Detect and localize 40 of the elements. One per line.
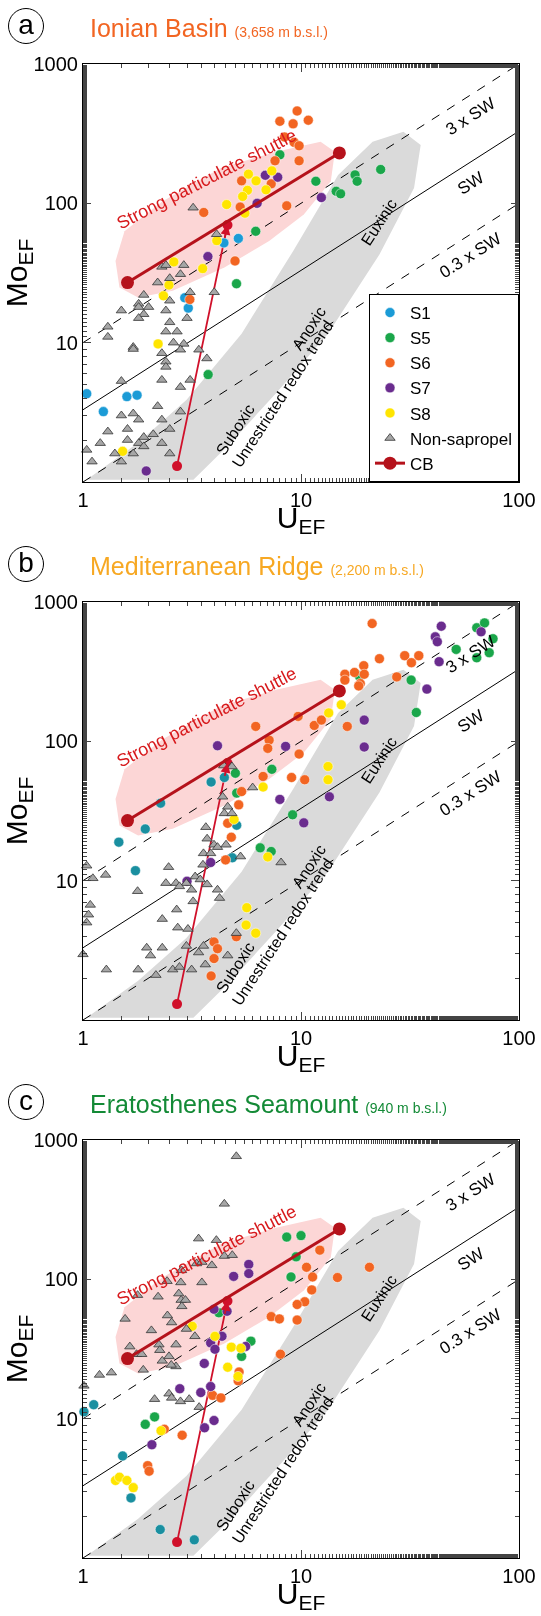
text: 3 x SW <box>442 1169 499 1216</box>
text: b <box>8 546 44 582</box>
legend-label: S5 <box>410 329 431 349</box>
y-tick-label: 100 <box>44 192 78 215</box>
legend-label: S6 <box>410 354 431 374</box>
y-tick-label: 100 <box>44 1268 78 1291</box>
x-tick-label: 100 <box>502 1565 536 1587</box>
y-tick-label: 1000 <box>33 53 78 75</box>
text: SW <box>454 167 488 199</box>
x-tick-label: 1 <box>77 489 89 511</box>
x-tick-label: 1 <box>77 1027 89 1049</box>
x-tick-label: 100 <box>502 489 536 511</box>
chart-subtitle: (940 m b.s.l.) <box>365 1099 447 1116</box>
chart-subtitle: (2,200 m b.s.l.) <box>330 561 424 578</box>
legend-label: S7 <box>410 379 431 399</box>
x-tick-label: 1 <box>77 1565 89 1587</box>
legend-label: S8 <box>410 404 431 424</box>
chart-title: Eratosthenes Seamount <box>90 1089 359 1118</box>
legend-label: S1 <box>410 304 431 324</box>
text: 0.3 x SW <box>436 766 505 820</box>
text: SW <box>454 705 488 737</box>
chart-title: Mediterranean Ridge <box>90 551 324 580</box>
y-tick-label: 100 <box>44 730 78 753</box>
x-tick-label: 100 <box>502 1027 536 1049</box>
text: 3 x SW <box>442 93 499 140</box>
text: c <box>8 1084 44 1120</box>
text: 3 x SW <box>442 631 499 678</box>
chart-subtitle: (3,658 m b.s.l.) <box>234 23 328 40</box>
y-tick-label: 1000 <box>33 1129 78 1151</box>
legend-label: CB <box>410 454 434 474</box>
text: 0.3 x SW <box>436 228 505 282</box>
text: 0.3 x SW <box>436 1304 505 1358</box>
text: SW <box>454 1243 488 1275</box>
y-tick-label: 10 <box>55 331 78 354</box>
chart-title: Ionian Basin <box>90 13 228 42</box>
text: a <box>8 8 44 44</box>
y-tick-label: 1000 <box>33 591 78 613</box>
y-tick-label: 10 <box>55 1407 78 1430</box>
legend-label: Non-sapropel <box>410 429 513 449</box>
y-tick-label: 10 <box>55 869 78 892</box>
